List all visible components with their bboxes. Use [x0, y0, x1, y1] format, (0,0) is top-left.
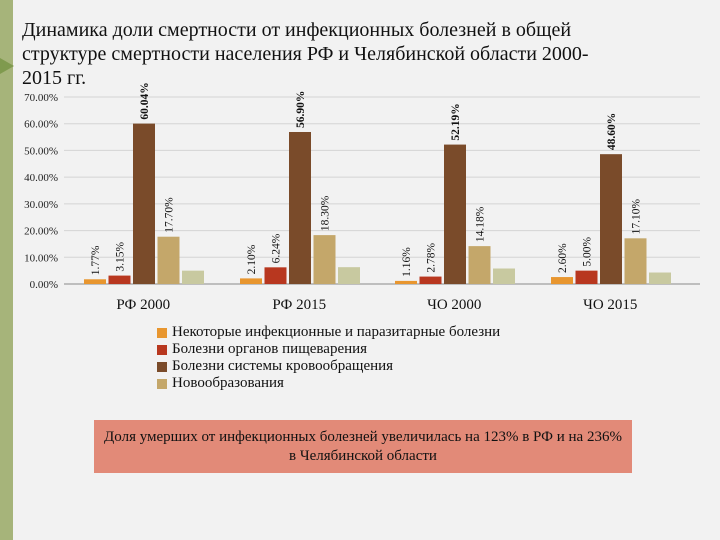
data-label: 17.10% [631, 198, 643, 234]
bar [84, 279, 106, 284]
chart-data-labels: 1.77% 3.15% 60.04% 17.70% 2.10% 6.24% 56.90% 18… [90, 82, 643, 277]
y-tick-label: 40.00% [24, 172, 58, 184]
x-tick-label: РФ 2000 [116, 297, 170, 313]
y-tick-label: 10.00% [24, 252, 58, 264]
y-tick-label: 70.00% [24, 92, 58, 104]
data-label: 5.00% [582, 237, 594, 267]
bar [419, 276, 442, 284]
legend-item-infectious: Некоторые инфекционные и паразитарные бо… [157, 324, 500, 341]
legend-item-circulatory: Болезни системы кровообращения [157, 358, 500, 375]
bar [240, 278, 262, 284]
corner-arrow-icon [0, 58, 14, 74]
bar [444, 144, 466, 284]
x-tick-label: ЧО 2015 [583, 297, 637, 313]
legend-swatch [157, 344, 167, 355]
data-label: 60.04% [139, 82, 151, 119]
bar [338, 267, 360, 284]
bar [649, 272, 671, 284]
bar [493, 268, 515, 284]
chart-legend: Некоторые инфекционные и паразитарные бо… [157, 324, 500, 392]
data-label: 2.60% [557, 243, 569, 273]
data-label: 2.10% [246, 244, 258, 274]
data-label: 2.78% [426, 242, 438, 272]
y-axis-ticks: 0.00% 10.00% 20.00% 30.00% 40.00% 50.00% 60.00… [24, 92, 58, 291]
bar [600, 154, 622, 284]
bar [313, 235, 336, 284]
y-tick-label: 30.00% [24, 199, 58, 211]
x-axis-ticks: РФ 2000 РФ 2015 ЧО 2000 ЧО 2015 [116, 297, 637, 313]
left-accent-strip [0, 0, 13, 540]
data-label: 17.70% [164, 197, 176, 233]
x-tick-label: ЧО 2000 [427, 297, 481, 313]
legend-label: Некоторые инфекционные и паразитарные бо… [172, 324, 501, 340]
y-tick-label: 50.00% [24, 145, 58, 157]
legend-label: Болезни системы кровообращения [172, 358, 394, 374]
x-tick-label: РФ 2015 [272, 297, 326, 313]
data-label: 18.30% [320, 195, 332, 231]
bar [468, 246, 491, 284]
legend-label: Болезни органов пищеварения [172, 341, 368, 357]
page-title: Динамика доли смертности от инфекционных… [22, 19, 589, 89]
conclusion-note: Доля умерших от инфекционных болезней ув… [94, 420, 632, 473]
y-tick-label: 60.00% [24, 119, 58, 131]
legend-item-neoplasms: Новообразования [157, 375, 500, 392]
data-label: 52.19% [450, 103, 462, 140]
legend-label: Новообразования [172, 375, 284, 391]
data-label: 6.24% [271, 233, 283, 263]
legend-swatch [157, 378, 167, 389]
data-label: 48.60% [606, 113, 618, 150]
chart-bars [84, 123, 671, 285]
bar [551, 277, 573, 284]
y-tick-label: 0.00% [30, 279, 58, 291]
legend-swatch [157, 361, 167, 372]
bar [182, 270, 204, 284]
bar [264, 267, 287, 284]
bar [395, 280, 417, 284]
data-label: 1.16% [401, 247, 413, 277]
bar [108, 275, 131, 284]
bar [624, 238, 647, 284]
bar [575, 270, 598, 284]
data-label: 56.90% [295, 91, 307, 128]
legend-item-digestive: Болезни органов пищеварения [157, 341, 500, 358]
y-tick-label: 20.00% [24, 226, 58, 238]
bar [133, 123, 155, 285]
data-label: 14.18% [475, 206, 487, 242]
legend-swatch [157, 327, 167, 338]
data-label: 1.77% [90, 245, 102, 275]
data-label: 3.15% [115, 241, 127, 271]
bar [289, 131, 311, 284]
bar [157, 236, 180, 284]
